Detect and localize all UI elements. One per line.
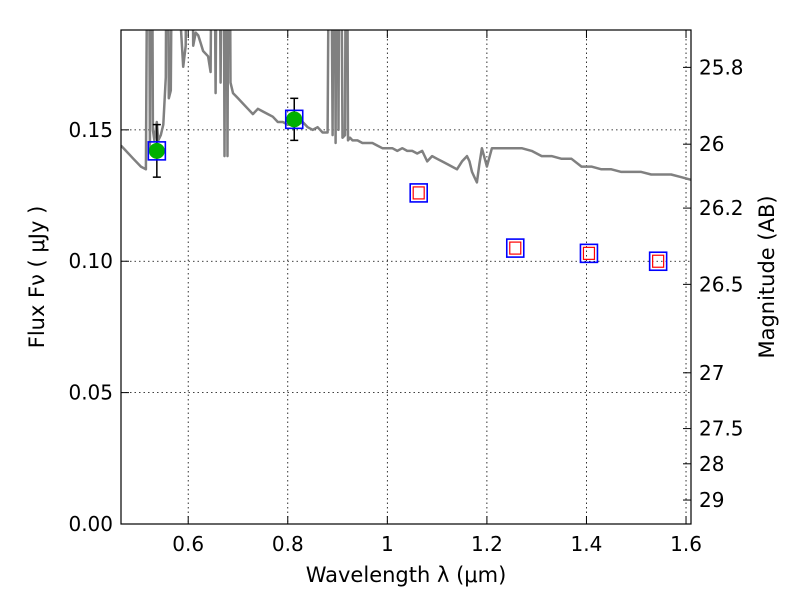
y-axis-label: Flux Fν ( μJy )	[25, 206, 49, 349]
x-axis-label: Wavelength λ (μm)	[306, 563, 507, 587]
y2-tick-label: 26.2	[699, 196, 744, 220]
y2-axis-label: Magnitude (AB)	[755, 195, 779, 358]
markers-layer	[147, 97, 668, 272]
spectrum-line	[121, 30, 691, 184]
x-tick-label: 1.6	[670, 532, 702, 556]
y2-tick-label: 27.5	[699, 417, 744, 441]
plot-area	[121, 30, 691, 524]
x-tick-label: 1	[381, 532, 394, 556]
y-tick-label: 0.05	[68, 381, 113, 405]
x-tick-label: 1.2	[471, 532, 503, 556]
y2-tick-label: 25.8	[699, 55, 744, 79]
model-flux-point	[284, 109, 304, 130]
predicted-flux-point	[509, 241, 522, 255]
detection-point	[148, 142, 165, 159]
y-tick-label: 0.00	[68, 512, 113, 536]
model-flux-point	[579, 243, 599, 264]
x-tick-label: 0.8	[272, 532, 304, 556]
y2-tick-label: 28	[699, 452, 724, 476]
y-tick-label: 0.15	[68, 118, 113, 142]
x-tick-label: 0.6	[172, 532, 204, 556]
y2-tick-label: 26.5	[699, 272, 744, 296]
y2-tick-label: 29	[699, 488, 724, 512]
y-tick-label: 0.10	[68, 249, 113, 273]
plot-frame	[120, 29, 692, 525]
model-flux-point	[409, 183, 428, 203]
model-flux-point	[505, 238, 525, 258]
spectrum-series	[121, 30, 691, 184]
detection-point	[286, 111, 303, 128]
predicted-flux-point	[412, 186, 425, 200]
axis-ticks: 0.6 0.8 1 1.2 1.4 1.6 0.00 0.05 0.10 0.15 25.8 26 26…	[68, 30, 744, 556]
model-flux-point	[147, 141, 167, 161]
predicted-flux-point	[652, 254, 665, 268]
model-flux-point	[648, 251, 668, 272]
x-tick-label: 1.4	[571, 532, 603, 556]
y2-tick-label: 27	[699, 361, 724, 385]
predicted-flux-point	[582, 246, 596, 260]
y2-tick-label: 26	[699, 132, 724, 156]
